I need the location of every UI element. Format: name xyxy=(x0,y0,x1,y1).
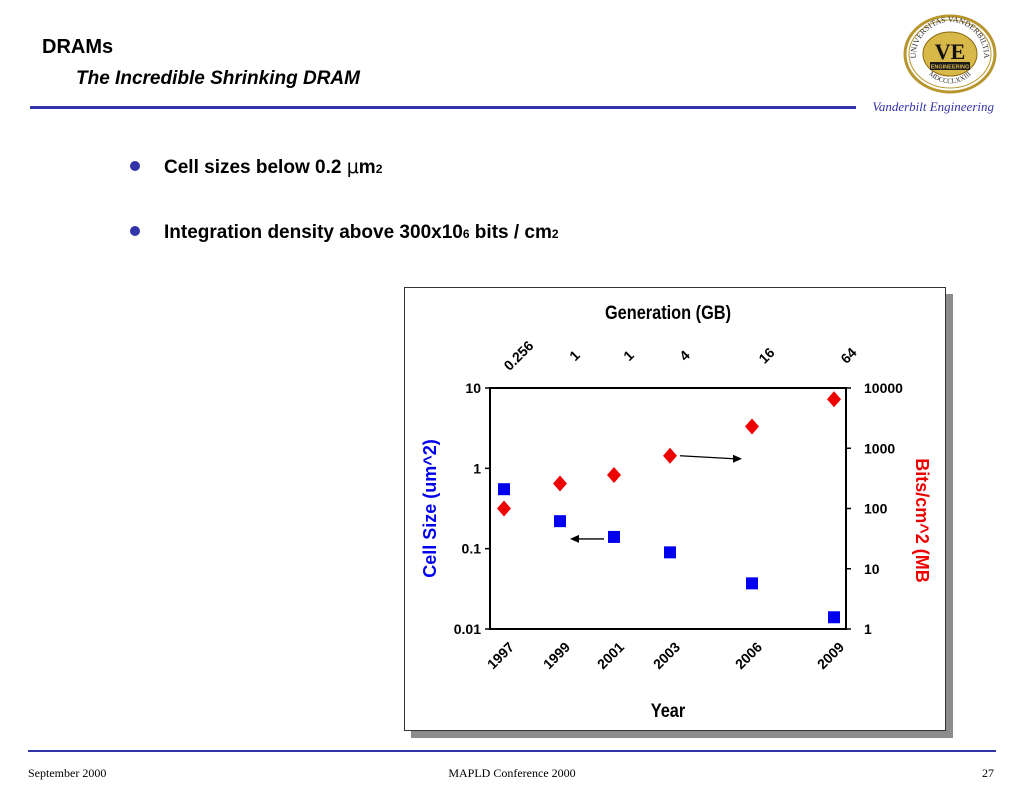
x-tick-label: 2001 xyxy=(594,639,627,672)
y-tick-label: 0.01 xyxy=(454,621,481,637)
plot-area xyxy=(489,387,847,630)
bullet-sup-2: 2 xyxy=(551,227,559,241)
generation-label: 1 xyxy=(620,347,637,364)
x-tick-label: 2009 xyxy=(814,639,847,672)
generation-label: 0.256 xyxy=(500,337,536,373)
y-tick-label: 1 xyxy=(473,460,481,476)
footer-conference: MAPLD Conference 2000 xyxy=(448,766,576,780)
x-tick-label: 2003 xyxy=(650,639,683,672)
bullet-tail: bits / cm xyxy=(469,222,552,243)
seal-monogram: VE xyxy=(935,39,966,64)
brand-name: Vanderbilt Engineering xyxy=(872,99,994,114)
y2-axis-label: Bits/cm^2 (MB xyxy=(912,458,932,583)
footer-date: September 2000 xyxy=(28,766,107,780)
generation-label: 64 xyxy=(837,344,859,366)
slide-subtitle: The Incredible Shrinking DRAM xyxy=(76,68,360,89)
x-tick-label: 1999 xyxy=(540,639,573,672)
arrow-left-head xyxy=(570,534,579,543)
chart-title: Generation (GB) xyxy=(605,302,731,323)
x-tick-label: 1997 xyxy=(484,639,517,672)
bit-density-point xyxy=(663,447,677,464)
bullet-unit: m xyxy=(358,157,376,178)
bullet-text: Cell sizes below 0.2 xyxy=(164,157,347,178)
bit-density-point xyxy=(607,466,621,483)
bullet-mu: μ xyxy=(346,156,359,178)
chart-frame xyxy=(404,287,946,731)
slide-title: DRAMs xyxy=(42,36,114,58)
bit-density-point xyxy=(827,391,841,408)
header-rule xyxy=(30,106,856,109)
y2-tick-label: 1000 xyxy=(864,440,895,456)
y2-tick-label: 1 xyxy=(864,621,872,637)
bullet-sup: 2 xyxy=(375,162,383,176)
arrow-right-line xyxy=(679,455,735,460)
y2-tick-label: 10 xyxy=(864,561,880,577)
y-tick-label: 0.1 xyxy=(462,541,482,557)
y2-tick-label: 10000 xyxy=(864,380,903,396)
dram-scaling-chart: Generation (GB) 10 1 0.1 0.01 10000 1000 100 10 1… xyxy=(420,302,932,721)
cell-size-point xyxy=(498,483,510,496)
generation-label: 16 xyxy=(755,344,777,366)
university-seal-logo: UNIVERSITAS VANDERBILTIA MDCCCLXXIII VE … xyxy=(903,14,997,94)
bullet-dot-icon xyxy=(130,226,140,236)
x-tick-label: 2006 xyxy=(732,639,765,672)
y-tick-label: 10 xyxy=(465,380,481,396)
y2-tick-label: 100 xyxy=(864,501,888,517)
cell-size-point xyxy=(554,515,566,528)
cell-size-point xyxy=(664,546,676,559)
bullet-text: Integration density above 300x10 xyxy=(164,222,463,243)
arrow-right-head xyxy=(733,454,742,463)
bit-density-point xyxy=(497,500,511,517)
page-number: 27 xyxy=(982,766,994,780)
generation-label: 4 xyxy=(676,347,693,364)
cell-size-point xyxy=(746,577,758,590)
bit-density-point xyxy=(553,475,567,492)
footer-rule xyxy=(28,750,996,752)
generation-label: 1 xyxy=(566,347,583,364)
cell-size-point xyxy=(608,530,620,543)
bullet-sup: 6 xyxy=(462,227,470,241)
seal-band-text: ENGINEERING xyxy=(931,65,970,71)
x-axis-label: Year xyxy=(651,700,686,721)
bullet-dot-icon xyxy=(130,161,140,171)
y-axis-label: Cell Size (um^2) xyxy=(420,439,440,578)
cell-size-point xyxy=(828,611,840,624)
bit-density-point xyxy=(745,418,759,435)
bullet-integration-density: Integration density above 300x10 6 bits /… xyxy=(130,222,559,244)
